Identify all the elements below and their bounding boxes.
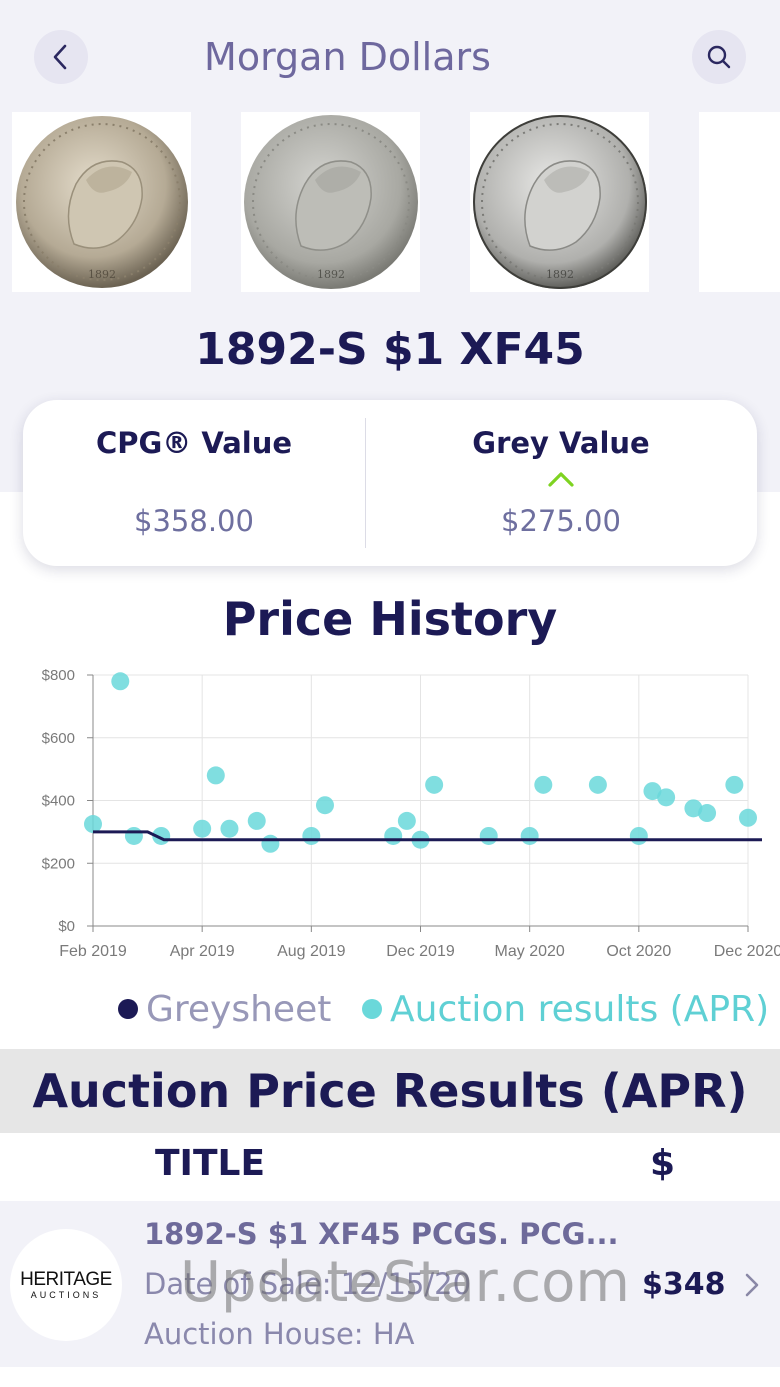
auction-result-point (84, 815, 102, 834)
auction-result-point (261, 834, 280, 853)
x-tick-label: Oct 2020 (606, 943, 671, 960)
auction-house-logo: HERITAGE AUCTIONS (10, 1229, 122, 1341)
coin-obverse-image: 1892 (472, 115, 647, 289)
divider (365, 418, 366, 548)
date-value: 12/15/20 (340, 1267, 472, 1301)
cpg-value-label: CPG® Value (95, 426, 293, 460)
price-history-chart[interactable]: $0 $200 $400 $600 $800 Feb 2019 Apr 2019 Aug 20… (0, 660, 780, 980)
price-history-title: Price History (222, 592, 558, 646)
auction-result-point (247, 811, 266, 830)
x-tick-label: Dec 2019 (386, 943, 455, 960)
coin-obverse-image: 1892 (243, 115, 418, 289)
coin-image-2[interactable]: 1892 (241, 112, 420, 292)
auction-result-point (684, 799, 703, 818)
x-tick-label: May 2020 (495, 943, 565, 960)
auction-result-point (520, 826, 539, 845)
coin-image-carousel[interactable]: 1892 1892 (0, 112, 780, 292)
y-tick-label: $200 (42, 855, 75, 872)
logo-sub-text: AUCTIONS (30, 1289, 102, 1300)
auction-house-label: Auction House: (144, 1317, 364, 1351)
x-tick-label: Feb 2019 (59, 943, 127, 960)
result-date: Date of Sale: 12/15/20 (144, 1267, 471, 1301)
cpg-value-amount: $358.00 (134, 504, 254, 538)
coin-image-4[interactable] (699, 112, 780, 292)
auction-house-value: HA (372, 1317, 415, 1351)
x-tick-label: Dec 2020 (714, 943, 780, 960)
coin-date-text: 1892 (88, 268, 116, 281)
chevron-right-icon (745, 1273, 759, 1297)
date-label: Date of Sale: (144, 1267, 332, 1301)
results-table-header: TITLE $ (0, 1133, 780, 1201)
auction-result-point (657, 788, 676, 807)
column-header-title[interactable]: TITLE (155, 1143, 266, 1184)
auction-result-point (629, 826, 648, 845)
x-tick-label: Aug 2019 (277, 943, 346, 960)
chart-legend: Greysheet Auction results (APR) (0, 985, 780, 1033)
auction-result-point (315, 796, 334, 815)
greysheet-legend-dot (118, 999, 138, 1019)
table-row[interactable]: HERITAGE AUCTIONS 1892-S $1 XF45 PCGS. P… (0, 1201, 780, 1367)
y-tick-label: $600 (42, 730, 75, 747)
search-icon (707, 45, 731, 69)
coin-obverse-image: 1892 (15, 116, 188, 288)
auction-result-point (643, 782, 662, 801)
auction-result-point (739, 808, 757, 827)
result-price: $348 (642, 1267, 726, 1302)
auction-legend-dot (362, 999, 382, 1019)
grey-value-label: Grey Value (472, 426, 650, 460)
auction-result-point (698, 804, 717, 823)
auction-result-point (111, 672, 130, 691)
auction-result-point (124, 826, 143, 845)
auction-result-point (397, 811, 416, 830)
coin-date-text: 1892 (546, 268, 574, 281)
auction-result-point (588, 775, 607, 794)
result-auction-house: Auction House: HA (144, 1317, 414, 1351)
result-title: 1892-S $1 XF45 PCGS. PCG... (144, 1217, 619, 1251)
cpg-value-section: CPG® Value $358.00 (23, 400, 365, 566)
legend-label-auction: Auction results (APR) (390, 988, 770, 1030)
coin-title: 1892-S $1 XF45 (195, 324, 585, 375)
coin-date-text: 1892 (317, 268, 345, 281)
y-tick-label: $0 (58, 918, 75, 935)
legend-item-greysheet[interactable]: Greysheet (118, 985, 331, 1033)
auction-result-point (206, 766, 225, 785)
auction-result-point (193, 819, 212, 838)
legend-item-auction[interactable]: Auction results (APR) (362, 985, 769, 1033)
chevron-left-icon (53, 44, 67, 70)
auction-result-point (534, 775, 553, 794)
y-tick-label: $800 (42, 667, 75, 684)
page-title: Morgan Dollars (204, 35, 491, 79)
apr-heading: Auction Price Results (APR) (0, 1049, 780, 1133)
back-button[interactable] (34, 30, 88, 84)
x-tick-label: Apr 2019 (170, 943, 235, 960)
y-tick-label: $400 (42, 793, 75, 810)
auction-result-point (302, 826, 321, 845)
greysheet-line (93, 830, 762, 842)
values-card: CPG® Value $358.00 Grey Value $275.00 (23, 400, 757, 566)
trend-up-icon (548, 472, 574, 487)
search-button[interactable] (692, 30, 746, 84)
auction-result-point (220, 819, 239, 838)
coin-image-3[interactable]: 1892 (470, 112, 649, 292)
logo-main-text: HERITAGE (20, 1268, 112, 1290)
auction-result-point (725, 775, 744, 794)
coin-image-1[interactable]: 1892 (12, 112, 191, 292)
auction-result-point (384, 826, 403, 845)
grey-value-amount: $275.00 (501, 504, 621, 538)
legend-label-greysheet: Greysheet (146, 988, 332, 1030)
grey-value-section: Grey Value $275.00 (390, 400, 732, 566)
auction-result-point (479, 826, 498, 845)
auction-result-point (425, 775, 444, 794)
column-header-price[interactable]: $ (650, 1143, 676, 1184)
